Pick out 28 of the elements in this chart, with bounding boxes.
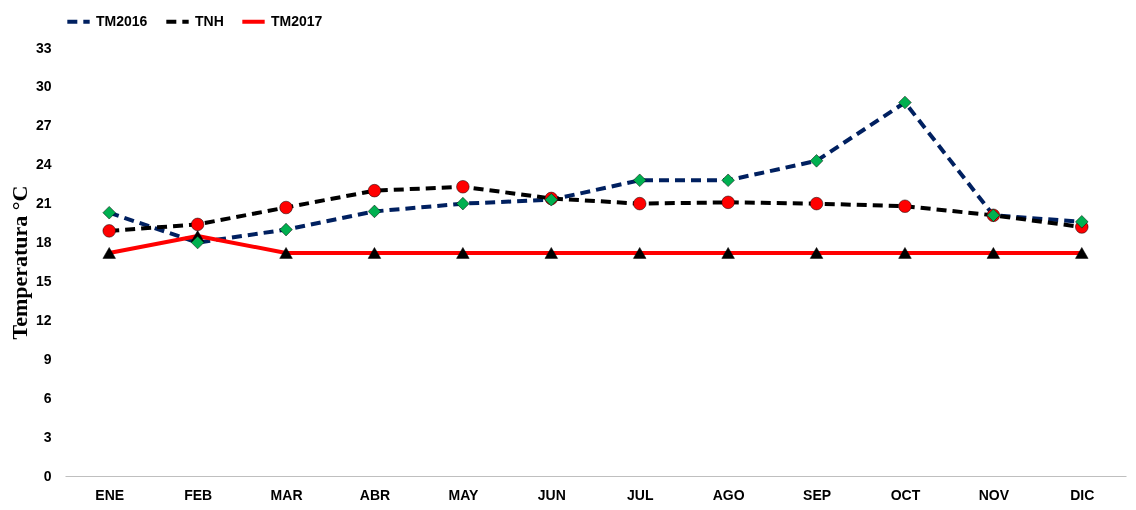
y-tick-label: 12 xyxy=(35,311,52,328)
legend-label: TM2016 xyxy=(96,12,148,29)
x-tick-label: OCT xyxy=(890,486,921,503)
x-tick-label: MAY xyxy=(448,486,479,503)
x-tick-label: SEP xyxy=(803,486,832,503)
y-tick-label: 0 xyxy=(43,467,52,484)
y-axis-title: Temperatura °C xyxy=(6,185,32,340)
y-tick-label: 18 xyxy=(35,234,52,251)
x-tick-label: AGO xyxy=(712,486,745,503)
x-tick-label: MAR xyxy=(270,486,303,503)
x-tick-label: DIC xyxy=(1070,486,1095,503)
legend-label: TNH xyxy=(195,12,224,29)
y-tick-label: 24 xyxy=(35,156,52,173)
x-tick-label: JUL xyxy=(626,486,654,503)
y-tick-label: 33 xyxy=(35,39,52,56)
x-tick-label: FEB xyxy=(184,486,213,503)
legend-label: TM2017 xyxy=(271,12,323,29)
x-tick-label: NOV xyxy=(978,486,1010,503)
y-tick-label: 30 xyxy=(35,78,52,95)
x-tick-label: ABR xyxy=(359,486,391,503)
y-tick-label: 15 xyxy=(35,272,52,289)
x-tick-label: JUN xyxy=(537,486,566,503)
x-tick-label: ENE xyxy=(95,486,125,503)
y-tick-label: 3 xyxy=(43,428,52,445)
y-tick-label: 27 xyxy=(35,117,52,134)
y-tick-label: 9 xyxy=(43,350,52,367)
y-tick-label: 6 xyxy=(43,389,52,406)
y-tick-label: 21 xyxy=(35,195,52,212)
